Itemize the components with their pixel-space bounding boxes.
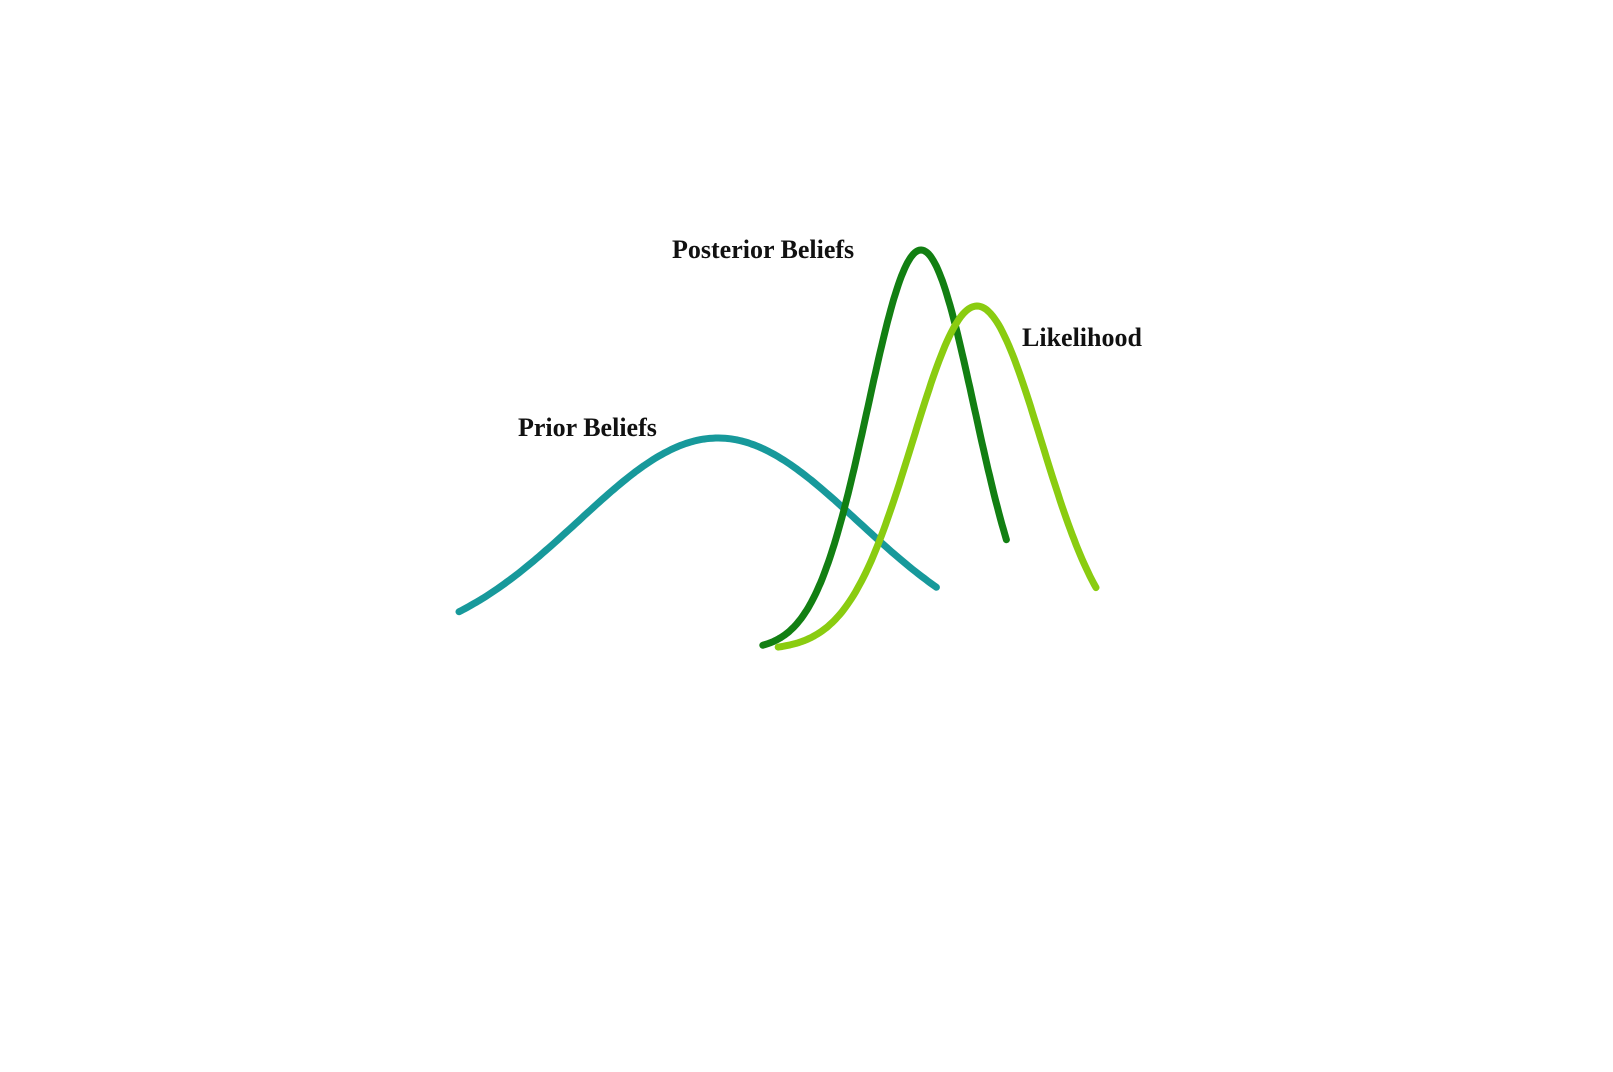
likelihood-curve [774,302,1100,651]
prior-beliefs-curve [455,434,940,616]
prior-beliefs-label: Prior Beliefs [518,413,657,442]
posterior-beliefs-curve [759,246,1010,649]
likelihood-label: Likelihood [1022,323,1142,352]
posterior-beliefs-label: Posterior Beliefs [672,235,854,264]
